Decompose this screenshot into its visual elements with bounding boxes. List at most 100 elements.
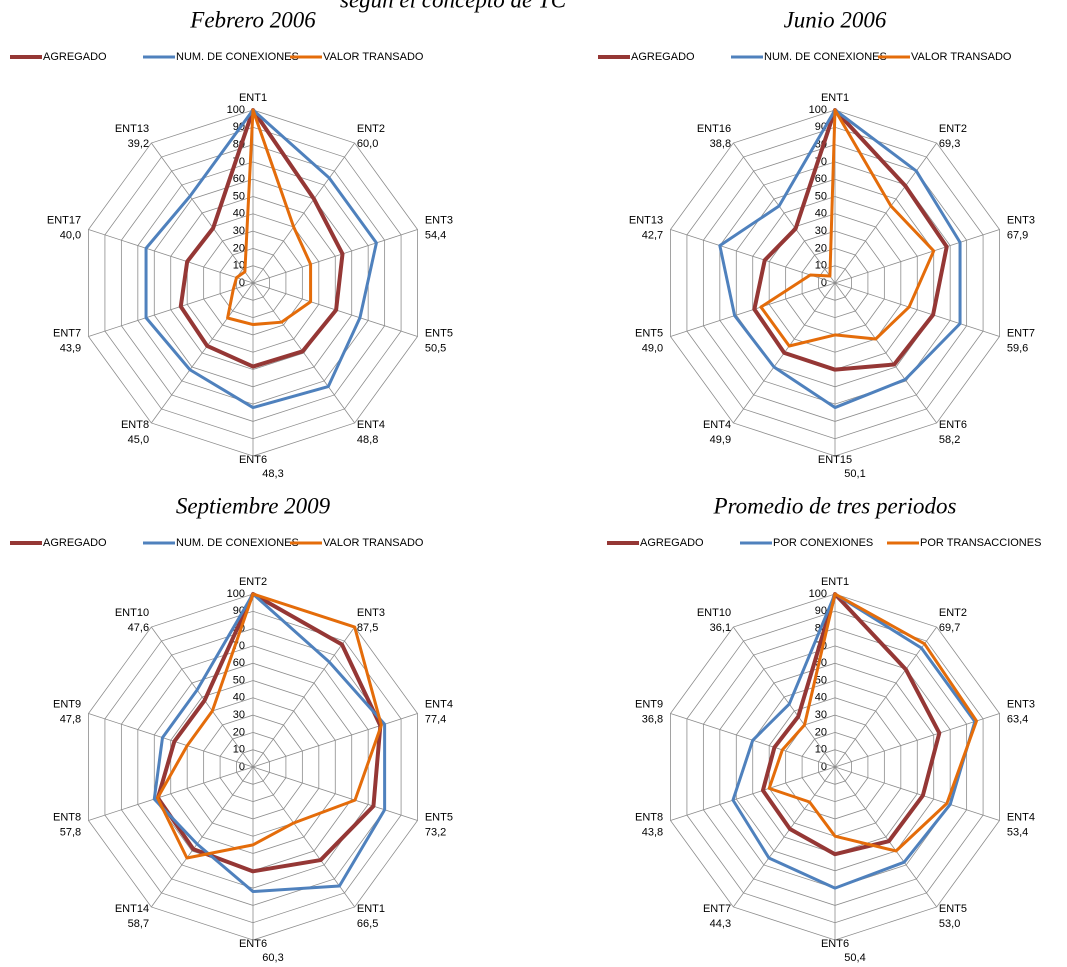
legend-label: NUM. DE CONEXIONES bbox=[176, 537, 299, 549]
category-label: ENT1 bbox=[821, 92, 849, 104]
value-label: 77,4 bbox=[425, 713, 446, 725]
category-label: ENT3 bbox=[1007, 698, 1035, 710]
spoke bbox=[150, 282, 254, 424]
category-label: ENT2 bbox=[357, 123, 385, 135]
category-label: ENT6 bbox=[239, 454, 267, 466]
r-tick-label: 50 bbox=[233, 674, 245, 686]
spoke bbox=[834, 229, 1000, 284]
value-label: 58,2 bbox=[939, 434, 960, 446]
spoke bbox=[252, 766, 356, 908]
r-tick-label: 0 bbox=[821, 277, 827, 289]
value-label: 39,2 bbox=[128, 138, 149, 150]
r-tick-label: 50 bbox=[233, 190, 245, 202]
category-label: ENT17 bbox=[47, 214, 81, 226]
category-label: ENT2 bbox=[239, 576, 267, 588]
series-line bbox=[767, 592, 978, 853]
series-line bbox=[760, 592, 942, 857]
r-tick-label: 0 bbox=[821, 761, 827, 773]
r-tick-label: 60 bbox=[815, 173, 827, 185]
category-label: ENT7 bbox=[53, 327, 81, 339]
r-tick-label: 60 bbox=[233, 657, 245, 669]
category-label: ENT1 bbox=[239, 92, 267, 104]
r-tick-label: 10 bbox=[815, 744, 827, 756]
legend-label: POR CONEXIONES bbox=[773, 537, 873, 549]
spoke bbox=[834, 766, 1000, 821]
r-tick-label: 10 bbox=[233, 744, 245, 756]
category-label: ENT6 bbox=[821, 938, 849, 950]
category-label: ENT8 bbox=[635, 811, 663, 823]
value-label: 48,3 bbox=[262, 468, 283, 480]
value-label: 69,7 bbox=[939, 622, 960, 634]
spoke bbox=[150, 626, 254, 768]
value-label: 43,9 bbox=[60, 342, 81, 354]
r-tick-label: 90 bbox=[815, 605, 827, 617]
spoke bbox=[834, 282, 938, 424]
category-label: ENT5 bbox=[939, 903, 967, 915]
value-label: 60,0 bbox=[357, 138, 378, 150]
r-tick-label: 40 bbox=[815, 208, 827, 220]
series-line bbox=[731, 592, 977, 890]
value-label: 47,8 bbox=[60, 713, 81, 725]
category-label: ENT6 bbox=[939, 419, 967, 431]
series-line bbox=[152, 592, 387, 894]
spoke bbox=[670, 766, 836, 821]
spoke bbox=[252, 282, 356, 424]
value-label: 36,1 bbox=[710, 622, 731, 634]
r-tick-label: 30 bbox=[233, 709, 245, 721]
value-label: 43,8 bbox=[642, 826, 663, 838]
r-tick-label: 100 bbox=[809, 104, 827, 116]
category-label: ENT5 bbox=[635, 327, 663, 339]
r-tick-label: 20 bbox=[815, 242, 827, 254]
category-label: ENT9 bbox=[53, 698, 81, 710]
category-label: ENT1 bbox=[357, 903, 385, 915]
category-label: ENT5 bbox=[425, 811, 453, 823]
value-label: 49,0 bbox=[642, 342, 663, 354]
category-label: ENT2 bbox=[939, 607, 967, 619]
spoke bbox=[88, 282, 254, 337]
category-label: ENT8 bbox=[121, 419, 149, 431]
r-tick-label: 20 bbox=[233, 726, 245, 738]
category-label: ENT7 bbox=[1007, 327, 1035, 339]
category-label: ENT4 bbox=[425, 698, 453, 710]
spoke bbox=[252, 766, 418, 821]
r-tick-label: 100 bbox=[809, 588, 827, 600]
spoke bbox=[252, 713, 418, 768]
value-label: 63,4 bbox=[1007, 713, 1028, 725]
value-label: 38,8 bbox=[710, 138, 731, 150]
category-label: ENT10 bbox=[697, 607, 731, 619]
r-tick-label: 40 bbox=[815, 692, 827, 704]
value-label: 53,4 bbox=[1007, 826, 1028, 838]
value-label: 50,1 bbox=[844, 468, 865, 480]
r-tick-label: 40 bbox=[233, 208, 245, 220]
r-tick-label: 30 bbox=[815, 709, 827, 721]
spoke bbox=[88, 766, 254, 821]
spoke bbox=[150, 766, 254, 908]
r-tick-label: 40 bbox=[233, 692, 245, 704]
value-label: 58,7 bbox=[128, 918, 149, 930]
value-label: 73,2 bbox=[425, 826, 446, 838]
value-label: 50,5 bbox=[425, 342, 446, 354]
series-line bbox=[718, 108, 962, 410]
value-label: 57,8 bbox=[60, 826, 81, 838]
value-label: 44,3 bbox=[710, 918, 731, 930]
category-label: ENT4 bbox=[1007, 811, 1035, 823]
spoke bbox=[732, 766, 836, 908]
chart-title: Junio 2006 bbox=[784, 7, 887, 32]
series-line bbox=[156, 592, 383, 860]
r-tick-label: 30 bbox=[233, 225, 245, 237]
legend-label: AGREGADO bbox=[43, 51, 107, 63]
value-label: 50,4 bbox=[844, 952, 865, 964]
legend-label: NUM. DE CONEXIONES bbox=[764, 51, 887, 63]
category-label: ENT10 bbox=[115, 607, 149, 619]
series-line bbox=[178, 108, 345, 369]
value-label: 48,8 bbox=[357, 434, 378, 446]
category-label: ENT15 bbox=[818, 454, 852, 466]
value-label: 60,3 bbox=[262, 952, 283, 964]
spoke bbox=[252, 229, 418, 284]
r-tick-label: 100 bbox=[227, 588, 245, 600]
r-tick-label: 60 bbox=[233, 173, 245, 185]
category-label: ENT8 bbox=[53, 811, 81, 823]
category-label: ENT3 bbox=[425, 214, 453, 226]
category-label: ENT3 bbox=[1007, 214, 1035, 226]
